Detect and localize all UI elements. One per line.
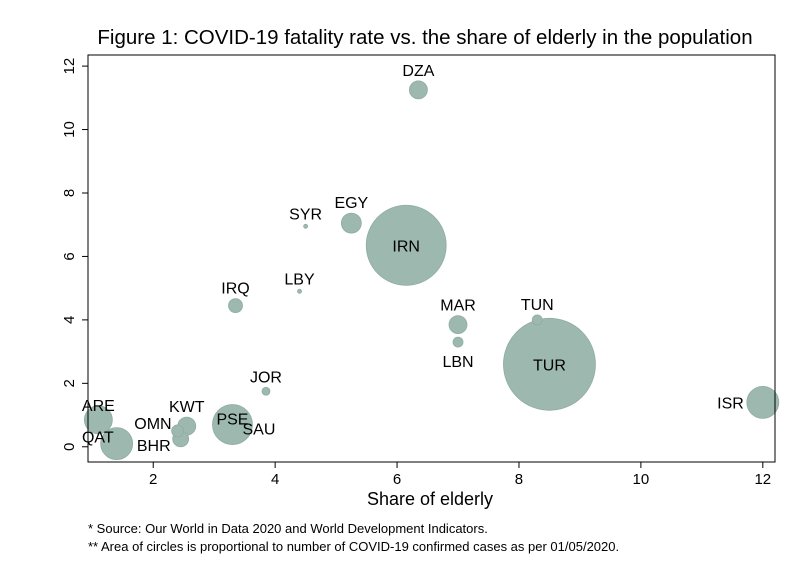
- point-label-syr: SYR: [289, 206, 322, 223]
- point-label-tun: TUN: [521, 297, 554, 314]
- bubble-lby: [297, 288, 302, 294]
- bubble-jor: [261, 386, 271, 396]
- y-tick-label: 6: [61, 252, 78, 260]
- x-tick-label: 10: [633, 471, 650, 488]
- bubble-lbn: [452, 336, 464, 348]
- y-tick-label: 0: [61, 443, 78, 451]
- point-label-mar: MAR: [440, 298, 476, 315]
- bubble-irq: [228, 298, 243, 314]
- point-label-omn: OMN: [134, 416, 171, 433]
- y-tick-label: 2: [61, 379, 78, 387]
- point-label-irn: IRN: [392, 238, 420, 255]
- y-axis: 0 2 4 6 8 10 12: [61, 58, 88, 451]
- bubble-dza: [408, 80, 428, 100]
- bubble-irn: [365, 204, 447, 286]
- bubble-are: [83, 405, 113, 435]
- x-tick-label: 8: [515, 471, 523, 488]
- point-label-qat: QAT: [82, 430, 114, 447]
- bubble-tun: [531, 314, 543, 326]
- bubble-tur: [503, 317, 596, 411]
- point-label-dza: DZA: [402, 63, 434, 80]
- chart-title: Figure 1: COVID-19 fatality rate vs. the…: [97, 26, 753, 49]
- bubble-omn: [171, 424, 185, 438]
- footnote-area-note: ** Area of circles is proportional to nu…: [88, 539, 620, 554]
- plot-frame: [87, 54, 776, 463]
- point-label-tur: TUR: [533, 357, 566, 374]
- point-label-egy: EGY: [334, 195, 368, 212]
- x-tick-label: 4: [271, 471, 279, 488]
- point-label-sau: SAU: [242, 422, 275, 439]
- point-label-isr: ISR: [717, 395, 744, 412]
- bubble-layer: [83, 80, 780, 461]
- x-tick-label: 2: [149, 471, 157, 488]
- x-axis: 2 4 6 8 10 12: [149, 462, 771, 488]
- point-label-kwt: KWT: [169, 399, 205, 416]
- y-tick-label: 8: [61, 189, 78, 197]
- point-label-irq: IRQ: [221, 281, 249, 298]
- bubble-syr: [303, 223, 309, 229]
- y-tick-label: 12: [61, 58, 78, 75]
- point-label-bhr: BHR: [137, 438, 171, 455]
- x-axis-label: Share of elderly: [367, 489, 493, 509]
- point-label-jor: JOR: [250, 369, 282, 386]
- x-tick-label: 12: [754, 471, 771, 488]
- point-label-are: ARE: [82, 398, 115, 415]
- bubble-pse: [212, 404, 253, 445]
- point-label-lbn: LBN: [442, 354, 473, 371]
- bubble-mar: [448, 315, 468, 335]
- bubble-isr: [746, 385, 780, 419]
- point-label-pse: PSE: [216, 412, 248, 429]
- point-labels: DZA SYR EGY IRN LBY IRQ MAR TUN LBN TUR JOR ISR ARE Q…: [82, 63, 744, 455]
- bubble-qat: [100, 427, 134, 461]
- point-label-lby: LBY: [284, 271, 315, 288]
- footnote-source: * Source: Our World in Data 2020 and Wor…: [88, 521, 488, 536]
- y-tick-label: 4: [61, 316, 78, 324]
- y-tick-label: 10: [61, 121, 78, 138]
- bubble-egy: [340, 212, 362, 234]
- x-tick-label: 6: [393, 471, 401, 488]
